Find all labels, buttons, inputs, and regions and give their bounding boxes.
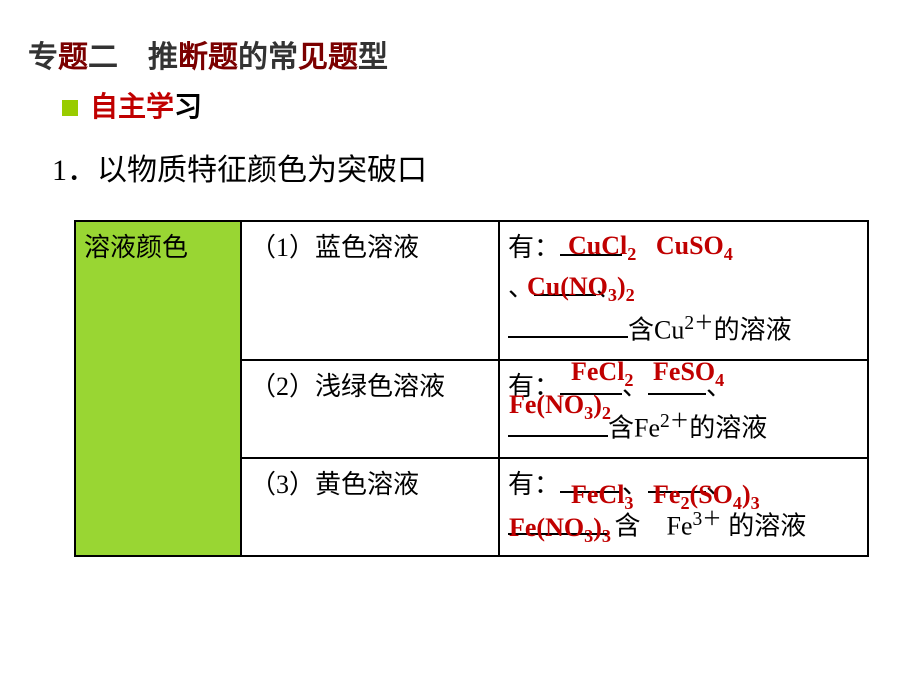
ans-sub: 4: [715, 370, 724, 390]
answer-cucl2: CuCl2 CuSO4: [568, 231, 733, 265]
desc-pre: 有：: [508, 233, 560, 262]
ans-text: Cu(NO: [527, 272, 608, 301]
ans-text: ): [593, 390, 602, 419]
ans-text: ): [617, 272, 626, 301]
title-part: 专: [28, 41, 58, 74]
blank: [508, 336, 628, 338]
desc-ion: 含 Fe: [615, 512, 693, 541]
ans-sub: 3: [602, 526, 611, 546]
title-part: 型: [358, 41, 388, 74]
ans-text: CuSO: [656, 231, 724, 260]
ans-text: Fe(NO: [509, 513, 584, 542]
ans-text: ): [742, 480, 751, 509]
ans-sub: 3: [584, 403, 593, 423]
ans-text: Fe(NO: [509, 390, 584, 419]
title-part: 的常: [238, 41, 298, 74]
answer-feno33: Fe(NO3)3: [509, 513, 611, 547]
ans-sub: 2: [624, 370, 633, 390]
title-part: 断题: [178, 41, 238, 74]
section-text-black: 习: [174, 92, 202, 123]
desc-tail: 的溶液: [722, 512, 807, 541]
desc-tail: 的溶液: [689, 414, 767, 443]
title-part: 二 推: [88, 41, 178, 74]
desc-tail: 的溶液: [714, 315, 792, 344]
ans-sub: 3: [608, 285, 617, 305]
desc-charge: 2＋: [684, 313, 713, 334]
title-part: 题: [58, 41, 88, 74]
title-part: 见题: [298, 41, 358, 74]
ans-text: (SO: [690, 480, 733, 509]
answer-fecl2: FeCl2 FeSO4: [571, 357, 724, 391]
row-label: （2）浅绿色溶液: [241, 360, 499, 458]
section-label: 自主学习: [62, 85, 202, 125]
ans-sub: 2: [680, 493, 689, 513]
answer-feno32: Fe(NO3)2: [509, 390, 611, 424]
desc-pre: 有：: [508, 470, 560, 499]
topic-title: 专题二 推断题的常见题型: [28, 32, 388, 76]
desc-charge: 2＋: [660, 411, 689, 432]
ans-text: FeCl: [571, 480, 624, 509]
row-label: （1）蓝色溶液: [241, 221, 499, 360]
ans-text: CuCl: [568, 231, 627, 260]
ans-text: FeSO: [653, 357, 715, 386]
ans-text: ): [593, 513, 602, 542]
ans-sub: 3: [584, 526, 593, 546]
ans-sub: 2: [627, 244, 636, 264]
ans-sub: 4: [733, 493, 742, 513]
ans-text: Fe: [653, 480, 680, 509]
ans-text: FeCl: [571, 357, 624, 386]
ans-sub: 2: [602, 403, 611, 423]
answer-fecl3: FeCl3 Fe2(SO4)3: [571, 480, 760, 514]
ans-sub: 3: [624, 493, 633, 513]
point-1: 1．以物质特征颜色为突破口: [52, 145, 427, 189]
row-label: （3）黄色溶液: [241, 458, 499, 556]
desc-ion: 含Cu: [628, 315, 684, 344]
blank: [508, 435, 608, 437]
section-text-red: 自主学: [90, 92, 174, 123]
answer-cuno3: Cu(NO3)2: [527, 272, 635, 306]
ans-sub: 4: [724, 244, 733, 264]
blank: [648, 393, 706, 395]
desc-ion: 含Fe: [608, 414, 660, 443]
ans-sub: 2: [626, 285, 635, 305]
bullet-icon: [62, 100, 78, 116]
ans-sub: 3: [751, 493, 760, 513]
header-cell: 溶液颜色: [75, 221, 241, 556]
